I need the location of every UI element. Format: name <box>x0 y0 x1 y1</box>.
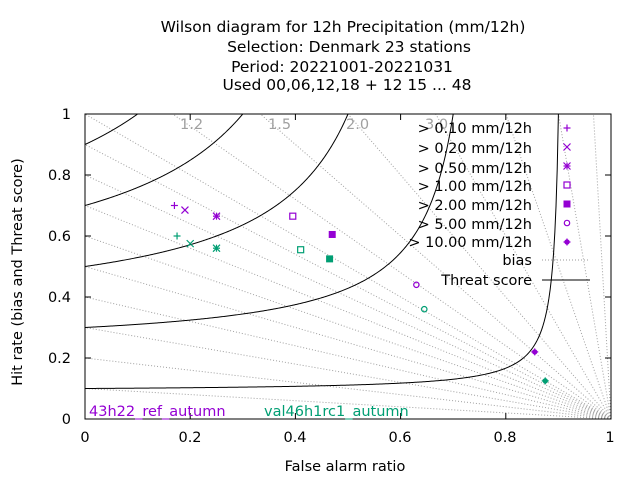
data-point-shape <box>413 281 420 289</box>
chart-title: Wilson diagram for 12h Precipitation (mm… <box>161 18 526 36</box>
chart-subtitle-used: Used 00,06,12,18 + 12 15 ... 48 <box>223 76 472 94</box>
threat-score-curves <box>85 114 559 389</box>
data-point <box>212 244 221 253</box>
legend-label-0-20: > 0.20 mm/12h <box>418 141 532 157</box>
y-tick-label: 1 <box>62 107 71 123</box>
data-point <box>326 255 334 263</box>
legend-label-0-10: > 0.10 mm/12h <box>418 121 532 137</box>
data-point <box>420 305 428 313</box>
bias-line <box>85 205 611 419</box>
bias-line <box>260 114 611 419</box>
bias-label-1-2: 1.2 <box>180 117 203 133</box>
bias-line <box>85 144 611 419</box>
legend-marker <box>563 200 571 208</box>
bias-line <box>347 114 611 419</box>
y-tick-label: 0 <box>62 412 71 428</box>
data-point-shape <box>420 305 428 313</box>
legend-marker-stroke <box>563 143 571 151</box>
legend-label-5-00: > 5.00 mm/12h <box>418 217 532 233</box>
y-tick-label: 0.4 <box>48 290 71 306</box>
threat-score-curve <box>85 114 349 267</box>
data-point <box>170 202 178 209</box>
y-tick-label: 0.2 <box>48 351 71 367</box>
bias-label-1-5: 1.5 <box>268 117 291 133</box>
bias-lines <box>85 114 611 419</box>
x-tick-label: 0.4 <box>283 430 306 446</box>
x-tick-label: 0.6 <box>388 430 411 446</box>
bias-label-2-0: 2.0 <box>346 117 369 133</box>
data-point-stroke <box>186 239 195 248</box>
y-axis-title: Hit rate (bias and Threat score) <box>10 158 26 386</box>
bias-line <box>85 296 611 419</box>
bias-line <box>85 174 611 419</box>
bias-line <box>85 327 611 419</box>
legend-label-10-00: > 10.00 mm/12h <box>408 235 532 251</box>
plot-frame <box>84 113 612 420</box>
data-point <box>212 212 221 221</box>
x-tick-label: 0.8 <box>493 430 516 446</box>
legend-marker-shape <box>563 219 571 227</box>
legend-marker <box>563 238 571 246</box>
data-point <box>289 212 297 220</box>
x-tick-label: 0.2 <box>178 430 201 446</box>
data-point-stroke <box>212 244 221 253</box>
bias-line <box>592 114 611 419</box>
axis-ticks <box>84 113 612 420</box>
chart-subtitle-period: Period: 20221001-20221031 <box>231 58 453 76</box>
legend-markers <box>563 124 571 246</box>
x-tick-label: 0 <box>80 430 89 446</box>
threat-score-curve <box>85 114 559 389</box>
data-point <box>297 246 305 254</box>
legend-marker-stroke <box>563 162 571 170</box>
legend-label-0-50: > 0.50 mm/12h <box>418 161 532 177</box>
bias-line <box>85 357 611 419</box>
data-point-stroke <box>212 212 221 221</box>
threat-score-curve <box>85 114 454 328</box>
data-point <box>328 230 336 238</box>
data-point <box>173 232 181 240</box>
y-tick-label: 0.6 <box>48 229 71 245</box>
legend-label-1-00: > 1.00 mm/12h <box>418 179 532 195</box>
data-point-stroke <box>181 206 189 214</box>
data-point <box>541 377 549 385</box>
data-point-shape <box>297 246 305 254</box>
data-point <box>186 239 195 248</box>
legend-marker-shape <box>563 200 571 208</box>
data-point-shape <box>326 255 334 263</box>
legend-label-2-00: > 2.00 mm/12h <box>418 198 532 214</box>
data-point-shape <box>289 212 297 220</box>
legend-marker <box>563 162 571 170</box>
bias-line <box>85 114 611 419</box>
bias-label-3-0: 3.0 <box>425 117 448 133</box>
bias-line <box>557 114 611 419</box>
chart-subtitle-selection: Selection: Denmark 23 stations <box>227 38 471 56</box>
data-point-shape <box>328 230 336 238</box>
threat-score-curve <box>85 114 244 206</box>
data-point <box>181 206 189 214</box>
data-point <box>413 281 420 289</box>
x-tick-label: 1 <box>605 430 614 446</box>
data-points <box>170 202 549 385</box>
run-label-val: val46h1rc1_autumn <box>264 404 409 420</box>
legend-marker <box>563 181 571 189</box>
bias-line <box>85 388 611 419</box>
legend-marker <box>563 124 571 132</box>
bias-line <box>85 266 611 419</box>
legend-marker <box>563 219 571 227</box>
run-label-ref: 43h22_ref_autumn <box>89 404 226 420</box>
data-point <box>531 348 539 356</box>
legend-label-bias: bias <box>502 253 532 269</box>
x-axis-title: False alarm ratio <box>285 459 406 475</box>
legend-marker-shape <box>563 181 571 189</box>
threat-score-curve <box>85 114 138 145</box>
legend-label-threat-score: Threat score <box>440 273 532 289</box>
y-tick-label: 0.8 <box>48 168 71 184</box>
bias-line <box>172 114 611 419</box>
legend-marker <box>563 143 571 151</box>
